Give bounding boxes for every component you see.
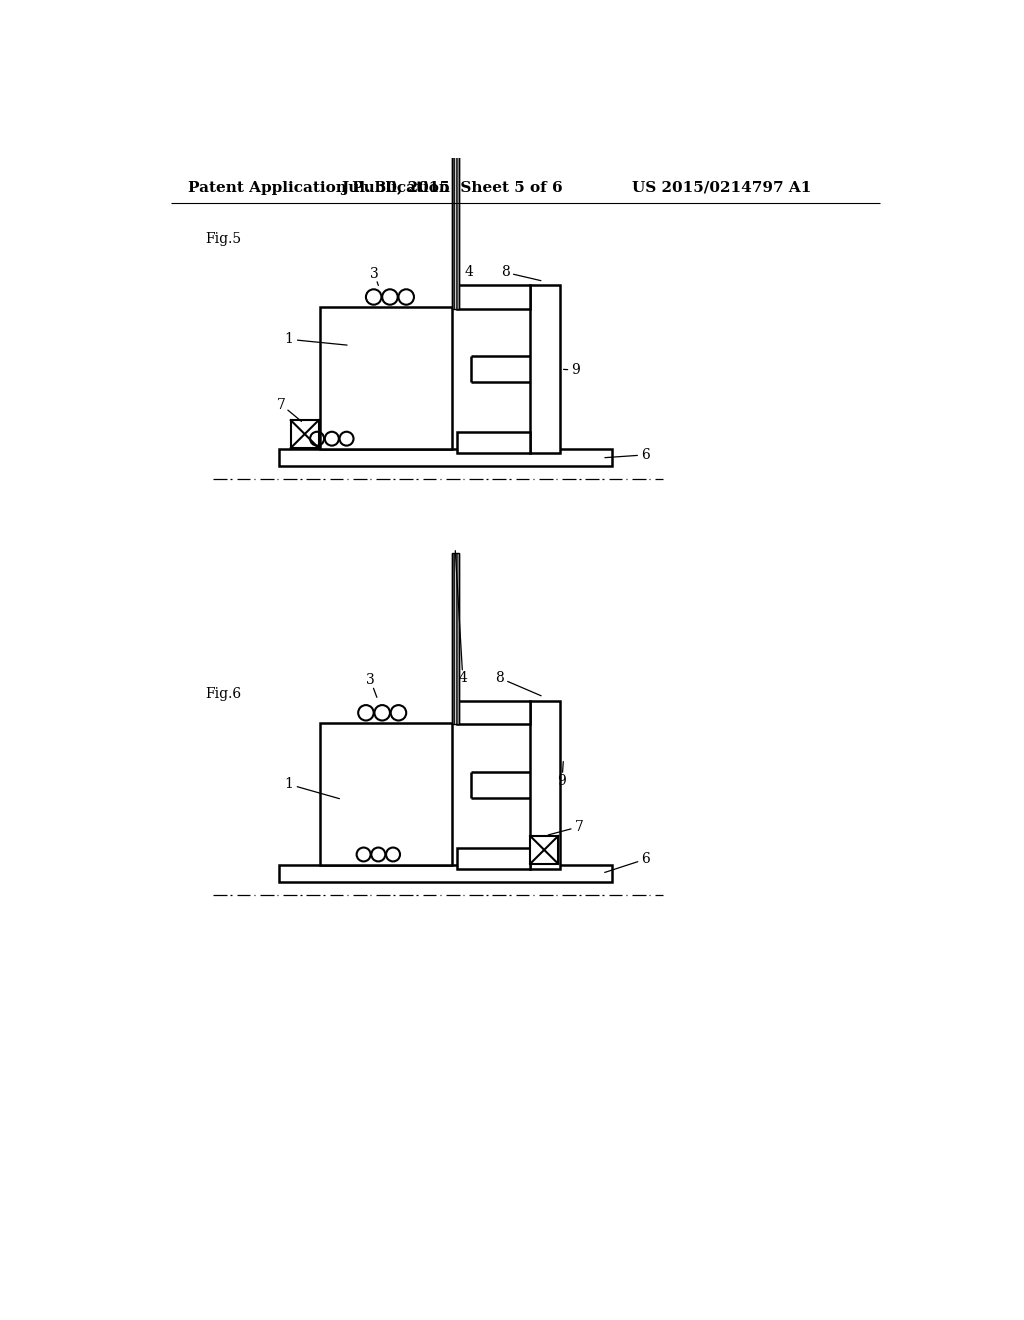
Text: 4: 4 [459, 671, 467, 685]
Text: 3: 3 [370, 267, 379, 281]
Bar [452, 553, 459, 725]
Text: Fig.6: Fig.6 [206, 686, 242, 701]
Bar [530, 701, 560, 869]
Text: 7: 7 [574, 820, 584, 834]
Text: 8: 8 [496, 671, 505, 685]
Bar [321, 723, 452, 866]
Bar [452, 137, 459, 309]
Text: 6: 6 [641, 447, 650, 462]
Text: 3: 3 [367, 673, 375, 688]
Text: US 2015/0214797 A1: US 2015/0214797 A1 [632, 181, 811, 194]
Text: 1: 1 [285, 333, 294, 346]
Bar [291, 420, 318, 447]
Bar [321, 308, 452, 449]
Text: 9: 9 [571, 363, 581, 378]
Text: Patent Application Publication: Patent Application Publication [187, 181, 450, 194]
Bar [457, 285, 530, 309]
Bar [530, 285, 560, 453]
Text: 8: 8 [501, 265, 510, 280]
Text: 4: 4 [465, 265, 473, 280]
Bar [280, 449, 612, 466]
Text: Jul. 30, 2015  Sheet 5 of 6: Jul. 30, 2015 Sheet 5 of 6 [341, 181, 563, 194]
Bar [457, 847, 530, 869]
Bar [280, 866, 612, 882]
Text: 9: 9 [558, 774, 566, 788]
Text: 7: 7 [278, 397, 286, 412]
Text: Fig.5: Fig.5 [206, 232, 242, 247]
Text: 1: 1 [285, 777, 294, 792]
Bar [457, 701, 530, 725]
Bar [457, 432, 530, 453]
Text: 6: 6 [641, 853, 650, 866]
Bar [530, 836, 558, 863]
